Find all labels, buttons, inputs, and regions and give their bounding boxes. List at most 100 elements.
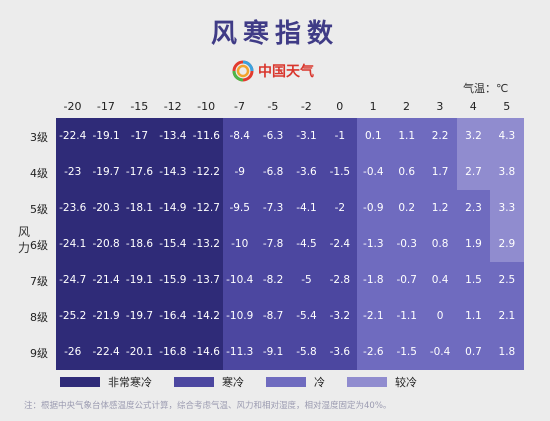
heatmap-cell: -24.7 <box>56 262 90 298</box>
heatmap-cell: -15.9 <box>156 262 190 298</box>
legend-item: 寒冷 <box>174 374 244 390</box>
heatmap-cell: 2.1 <box>490 298 524 334</box>
heatmap-cell: 1.9 <box>456 226 491 262</box>
heatmap-cell: -11.3 <box>223 334 257 370</box>
heatmap-cell: 0.4 <box>423 262 457 298</box>
legend-label: 较冷 <box>395 376 417 389</box>
heatmap-cell: 1.1 <box>456 298 491 334</box>
heatmap-cell: -18.6 <box>122 226 157 262</box>
heatmap-cell: 1.1 <box>390 118 424 154</box>
legend-swatch <box>266 377 306 387</box>
legend-label: 冷 <box>314 376 325 389</box>
heatmap-cell: -11.6 <box>189 118 223 154</box>
heatmap-cell: -2.8 <box>323 262 357 298</box>
legend-label: 寒冷 <box>222 376 244 389</box>
heatmap-cell: -12.2 <box>189 154 223 190</box>
heatmap-cell: -25.2 <box>56 298 90 334</box>
heatmap-cell: -3.2 <box>323 298 357 334</box>
heatmap-cell: -17.6 <box>122 154 157 190</box>
legend-item: 冷 <box>266 374 325 390</box>
heatmap-cell: -22.4 <box>89 334 123 370</box>
heatmap-cell: -16.4 <box>156 298 190 334</box>
heatmap-cell: -8.4 <box>223 118 257 154</box>
heatmap-cell: -23 <box>56 154 90 190</box>
column-header: -2 <box>300 100 312 113</box>
heatmap-cell: 1.7 <box>423 154 457 190</box>
heatmap-cell: 3.8 <box>490 154 524 190</box>
legend-swatch <box>347 377 387 387</box>
heatmap-cell: -26 <box>56 334 90 370</box>
heatmap-cell: -1.8 <box>356 262 390 298</box>
heatmap-cell: 0 <box>423 298 457 334</box>
weather-logo-icon <box>232 60 254 82</box>
row-header: 3级 <box>30 131 48 144</box>
heatmap-cell: -7.3 <box>256 190 290 226</box>
heatmap-cell: -19.1 <box>89 118 123 154</box>
heatmap-cell: 1.5 <box>456 262 491 298</box>
heatmap-cell: 0.8 <box>423 226 457 262</box>
heatmap-cell: -3.1 <box>289 118 324 154</box>
heatmap-cell: 2.5 <box>490 262 524 298</box>
heatmap-cell: -3.6 <box>289 154 324 190</box>
heatmap-cell: -5.8 <box>289 334 324 370</box>
heatmap-cell: -20.1 <box>122 334 157 370</box>
column-header: -20 <box>63 100 82 113</box>
temperature-unit-label: 气温：℃ <box>463 82 509 95</box>
row-header: 9级 <box>30 347 48 360</box>
heatmap-cell: -21.9 <box>89 298 123 334</box>
heatmap-cell: 0.6 <box>390 154 424 190</box>
heatmap-cell: 3.3 <box>490 190 524 226</box>
heatmap-cell: -0.9 <box>356 190 390 226</box>
heatmap-cell: -16.8 <box>156 334 190 370</box>
column-header: 5 <box>503 100 511 113</box>
heatmap-cell: -4.5 <box>289 226 324 262</box>
heatmap-cell: -8.7 <box>256 298 290 334</box>
row-header: 5级 <box>30 203 48 216</box>
legend-swatch <box>60 377 100 387</box>
legend-label: 非常寒冷 <box>108 376 152 389</box>
heatmap-cell: -19.7 <box>122 298 157 334</box>
heatmap-cell: 2.7 <box>456 154 491 190</box>
row-header: 6级 <box>30 239 48 252</box>
heatmap-cell: 2.3 <box>456 190 491 226</box>
legend: 非常寒冷 寒冷 冷 较冷 <box>60 374 439 390</box>
heatmap-cell: -9 <box>223 154 257 190</box>
heatmap-cell: -20.3 <box>89 190 123 226</box>
heatmap-cell: -14.9 <box>156 190 190 226</box>
wind-axis-label: 风力 <box>18 225 31 255</box>
legend-item: 非常寒冷 <box>60 374 152 390</box>
heatmap-cell: -1 <box>323 118 357 154</box>
heatmap-cell: -0.7 <box>390 262 424 298</box>
heatmap-cell: -2 <box>323 190 357 226</box>
heatmap-cell: -9.1 <box>256 334 290 370</box>
heatmap-cell: -13.7 <box>189 262 223 298</box>
row-header: 7级 <box>30 275 48 288</box>
column-header: -5 <box>267 100 279 113</box>
column-header: 3 <box>436 100 444 113</box>
column-header: 2 <box>403 100 410 113</box>
brand-logo: 中国天气 <box>232 60 314 82</box>
heatmap-cell: -10.4 <box>223 262 257 298</box>
heatmap-cell: -0.4 <box>356 154 390 190</box>
heatmap-cell: -2.6 <box>356 334 390 370</box>
heatmap-cell: -23.6 <box>56 190 90 226</box>
heatmap-cell: 0.2 <box>390 190 424 226</box>
row-header: 4级 <box>30 167 48 180</box>
heatmap-cell: -19.1 <box>122 262 157 298</box>
heatmap-cell: 0.1 <box>356 118 390 154</box>
heatmap-cell: -17 <box>122 118 157 154</box>
heatmap-cell: -10.9 <box>223 298 257 334</box>
heatmap-cell: -8.2 <box>256 262 290 298</box>
heatmap-cell: -1.5 <box>323 154 357 190</box>
heatmap-cell: -7.8 <box>256 226 290 262</box>
heatmap-cell: 4.3 <box>490 118 524 154</box>
column-header: -17 <box>96 100 115 113</box>
column-header: -7 <box>234 100 245 113</box>
heatmap-cell: -20.8 <box>89 226 123 262</box>
heatmap-cell: -2.1 <box>356 298 390 334</box>
column-header: -10 <box>197 100 216 113</box>
heatmap-cell: -24.1 <box>56 226 90 262</box>
heatmap-cell: -5.4 <box>289 298 324 334</box>
heatmap-cell: -14.2 <box>189 298 223 334</box>
heatmap-cell: -14.6 <box>189 334 223 370</box>
